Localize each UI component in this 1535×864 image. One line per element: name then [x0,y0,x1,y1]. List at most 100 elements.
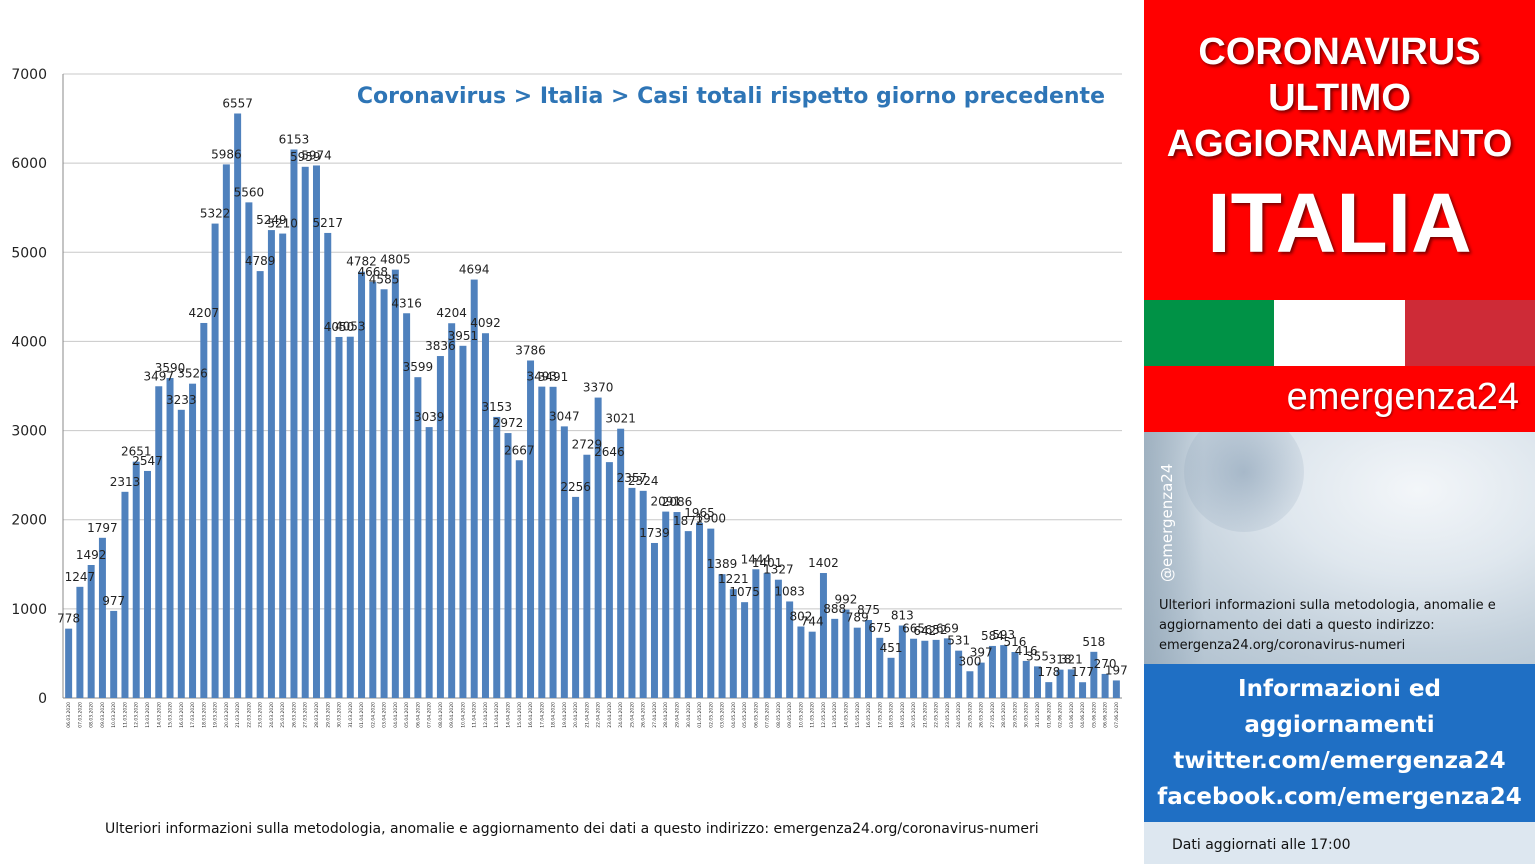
bar [87,564,95,698]
bar [391,269,399,698]
x-tick-label: 18.05.2020 [889,702,895,728]
bar [200,322,208,698]
facebook-link[interactable]: facebook.com/emergenza24 [1157,784,1522,810]
brand-logo: emergenza24 [1286,376,1519,418]
x-tick-label: 06.05.2020 [753,702,759,728]
y-tick-label: 6000 [11,156,47,172]
bar [1056,669,1064,698]
x-tick-label: 07.04.2020 [427,702,433,728]
x-tick-label: 06.06.2020 [1103,702,1109,728]
value-label: 1083 [774,584,805,598]
value-label: 416 [1015,644,1038,658]
value-label: 2667 [504,443,535,457]
bar [515,460,523,698]
value-label: 789 [846,611,869,625]
x-tick-label: 31.03.2020 [348,702,354,728]
value-label: 1389 [707,557,738,571]
info-line-1: Informazioni ed [1238,676,1441,702]
bar [1011,652,1019,698]
x-tick-label: 23.05.2020 [945,702,951,728]
twitter-link[interactable]: twitter.com/emergenza24 [1173,748,1506,774]
value-label: 3153 [481,400,512,414]
bar [1090,651,1098,698]
x-tick-label: 31.05.2020 [1035,702,1041,728]
value-label: 2086 [662,495,693,509]
value-label: 6557 [222,96,253,110]
bar [752,569,760,698]
bar [1112,680,1120,698]
bar [774,579,782,698]
x-tick-label: 11.05.2020 [810,702,816,728]
bar [380,289,388,698]
x-tick-label: 05.05.2020 [742,702,748,728]
y-tick-label: 7000 [11,67,47,83]
value-label: 778 [57,612,80,626]
x-tick-label: 24.04.2020 [618,702,624,728]
x-tick-label: 09.05.2020 [787,702,793,728]
bar [369,281,377,698]
value-label: 177 [1071,665,1094,679]
value-label: 802 [789,610,812,624]
x-tick-label: 08.05.2020 [776,702,782,728]
x-tick-label: 22.04.2020 [596,702,602,728]
value-label: 977 [102,594,125,608]
x-tick-label: 26.03.2020 [291,702,297,728]
value-label: 4782 [346,255,377,269]
value-label: 531 [947,634,970,648]
value-label: 4204 [436,306,467,320]
value-label: 5560 [234,185,265,199]
x-tick-label: 30.03.2020 [337,702,343,728]
bar [98,537,106,698]
bar [436,356,444,698]
value-label: 3047 [549,409,580,423]
value-label: 1872 [673,514,704,528]
value-label: 5217 [312,216,343,230]
x-tick-label: 15.04.2020 [517,702,523,728]
value-label: 397 [970,646,993,660]
value-label: 318 [1049,653,1072,667]
y-tick-label: 0 [38,691,47,707]
bar [808,631,816,698]
bar [189,383,197,698]
value-label: 2324 [628,474,659,488]
x-tick-label: 09.03.2020 [100,702,106,728]
x-tick-label: 04.05.2020 [731,702,737,728]
bar [403,313,411,698]
bar [887,657,895,698]
bar [865,620,873,698]
value-label: 2313 [110,475,141,489]
value-label: 355 [1026,649,1049,663]
bar [797,626,805,698]
x-tick-label: 19.04.2020 [562,702,568,728]
x-tick-label: 02.04.2020 [370,702,376,728]
bar [707,528,715,698]
x-tick-label: 12.03.2020 [134,702,140,728]
value-label: 584 [981,629,1004,643]
bar [144,470,151,698]
value-label: 642 [913,624,936,638]
bar [786,601,794,698]
value-label: 2729 [572,438,603,452]
value-label: 2256 [560,480,591,494]
headline-aggiornamento: AGGIORNAMENTO [1166,123,1513,165]
bar [617,428,625,698]
bar [1000,645,1008,698]
bar [594,397,602,698]
value-label: 992 [835,593,858,607]
x-tick-label: 02.05.2020 [708,702,714,728]
value-label: 1401 [752,556,783,570]
bar [312,165,320,698]
bar [741,602,749,698]
value-label: 3951 [448,329,479,343]
value-label: 1247 [65,570,96,584]
bar [425,427,433,698]
x-tick-label: 05.06.2020 [1091,702,1097,728]
x-tick-label: 15.03.2020 [168,702,174,728]
x-tick-label: 29.05.2020 [1012,702,1018,728]
value-label: 3590 [155,361,186,375]
x-tick-label: 10.05.2020 [798,702,804,728]
bar [1101,673,1109,698]
x-tick-label: 04.06.2020 [1080,702,1086,728]
value-label: 1327 [763,563,794,577]
